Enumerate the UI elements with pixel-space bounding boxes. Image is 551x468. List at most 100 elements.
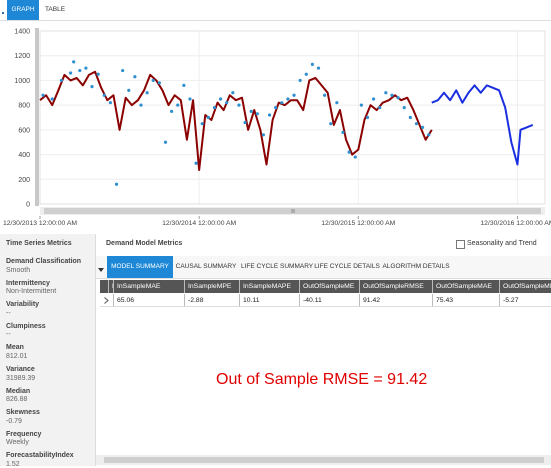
checkbox[interactable] [456, 240, 465, 249]
table-cell: 10.11 [240, 294, 300, 307]
data-point [280, 101, 284, 105]
time-series-metrics-panel: Time Series Metrics Demand Classificatio… [0, 234, 96, 468]
column-header[interactable]: InSampleMPE [185, 280, 240, 293]
data-point [121, 68, 125, 73]
data-point [249, 109, 253, 113]
plot-frame [39, 30, 546, 205]
metrics-tab-bar: MODEL SUMMARY CAUSAL SUMMARY LIFE CYCLE SU… [96, 256, 551, 279]
table-cell: -5.27 [500, 294, 551, 307]
data-point [157, 81, 161, 85]
metrics-tab[interactable]: CAUSAL SUMMARY [175, 263, 237, 270]
data-point [72, 60, 76, 64]
metric-label: Median [6, 387, 31, 395]
data-point [102, 93, 106, 97]
data-point [69, 71, 73, 75]
metric-label: Skewness [6, 409, 40, 417]
metric-value: 826.88 [6, 396, 28, 404]
data-point [200, 122, 204, 126]
metric-label: Demand Classification [6, 258, 82, 265]
x-tick-label: 12/30/2014 12:00:00 AM [162, 220, 236, 227]
metric-value: -- [6, 309, 11, 317]
data-point [372, 97, 376, 101]
data-point [359, 103, 363, 107]
metric-value: Smooth [6, 266, 31, 274]
metrics-table: EInSampleMAEInSampleMPEInSampleMAPEOutOf… [100, 280, 551, 308]
data-point [261, 133, 266, 137]
data-point [163, 140, 168, 144]
y-tick-label: 200 [18, 177, 30, 184]
chart: 0 200 400 600 800 1000 1200 1400 12/30/2013 12:0… [3, 28, 551, 227]
column-header[interactable]: OutOfSampleMAE [433, 280, 500, 293]
data-point [225, 101, 229, 105]
data-point [133, 75, 137, 79]
metric-value: 31989.39 [6, 374, 36, 382]
vertical-scrollbar[interactable] [35, 28, 39, 206]
column-header[interactable]: E [109, 280, 114, 293]
dropdown-icon[interactable] [98, 268, 104, 273]
metrics-tab[interactable]: MODEL SUMMARY [107, 256, 173, 278]
data-point [427, 133, 431, 137]
table-cell: 65.06 [114, 294, 185, 307]
data-point [78, 68, 82, 73]
y-tick-label: 1400 [14, 29, 30, 36]
metric-label: Intermittency [6, 279, 50, 287]
data-point [310, 62, 314, 66]
data-point [420, 125, 425, 129]
data-point [323, 93, 327, 97]
table-cell: -2.88 [185, 294, 240, 307]
data-point [243, 120, 247, 125]
metrics-tab[interactable]: LIFE CYCLE DETAILS [314, 263, 380, 270]
x-tick-label: 12/30/2013 12:00:00 AM [3, 220, 77, 227]
data-point [176, 103, 180, 107]
expand-icon[interactable] [104, 297, 109, 304]
chevron [104, 297, 109, 304]
metric-value: Weekly [6, 439, 29, 447]
data-point [212, 106, 217, 110]
column-header[interactable]: InSampleMAE [114, 280, 185, 293]
metrics-tab[interactable]: LIFE CYCLE SUMMARY [241, 263, 314, 270]
data-point [402, 106, 406, 110]
data-point [335, 101, 339, 105]
data-point [365, 115, 370, 120]
data-point [218, 97, 223, 101]
data-point [384, 91, 388, 95]
metrics-tab[interactable]: ALGORITHM DETAILS [382, 263, 450, 270]
data-point [304, 72, 308, 76]
data-point [353, 155, 357, 159]
table-cell: -40.11 [300, 294, 360, 307]
x-tick-label: 12/30/2015 12:00:00 AM [321, 220, 395, 227]
metric-value: 1.52 [6, 460, 20, 468]
series-line [39, 70, 433, 172]
column-header[interactable]: OutOfSampleMPE [500, 280, 551, 293]
data-point [139, 103, 143, 107]
y-tick-label: 600 [18, 127, 30, 134]
data-point [170, 109, 174, 113]
row-expander[interactable] [100, 294, 114, 307]
data-point [286, 97, 290, 101]
graph-tab[interactable]: GRAPH [7, 0, 39, 20]
column-header[interactable]: OutOfSampleME [300, 280, 360, 293]
panel-title: Demand Model Metrics [106, 240, 183, 247]
metric-label: Variance [6, 366, 35, 373]
table-tab[interactable]: TABLE [44, 6, 66, 13]
data-point [237, 103, 241, 107]
metric-label: Mean [6, 344, 24, 352]
data-point [151, 78, 155, 83]
bottom-scrollbar-thumb[interactable] [104, 457, 544, 463]
annotation: Out of Sample RMSE = 91.42 [216, 371, 428, 388]
data-point [188, 97, 192, 101]
demand-model-metrics-panel: Demand Model Metrics Seasonality and Tre… [96, 234, 551, 466]
data-point [316, 66, 321, 70]
metric-label: Variability [6, 301, 40, 309]
y-tick-label: 0 [26, 202, 30, 209]
table-cell: 91.42 [360, 294, 433, 307]
column-header[interactable]: InSampleMAPE [240, 280, 300, 293]
data-point [378, 106, 382, 110]
checkbox-label[interactable]: Seasonality and Trend [467, 240, 537, 247]
column-header[interactable]: OutOfSampleRMSE [360, 280, 433, 293]
data-point [145, 91, 149, 95]
data-point [408, 115, 412, 120]
data-point [414, 122, 419, 126]
data-point [206, 115, 210, 120]
y-tick-label: 800 [18, 103, 30, 110]
